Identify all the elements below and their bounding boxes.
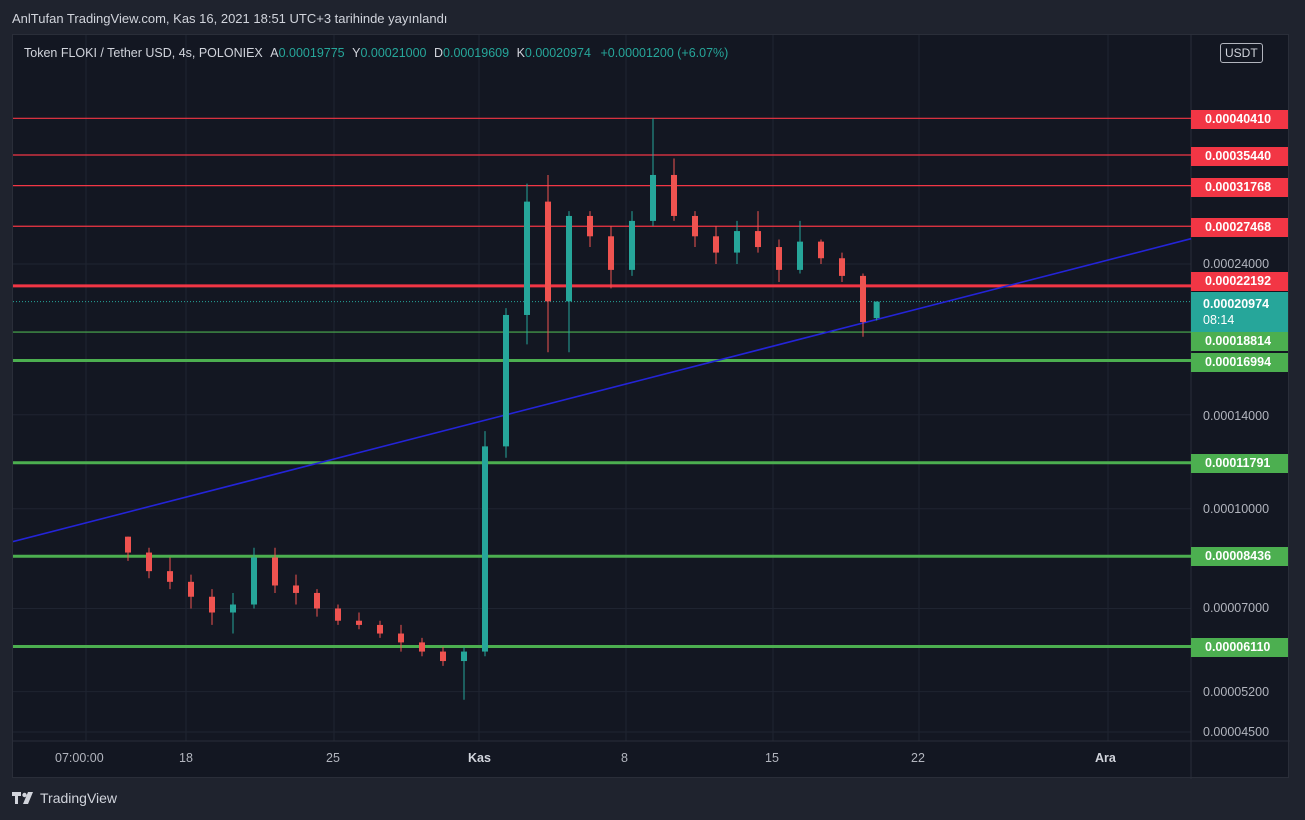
high-value: 0.00021000	[360, 46, 427, 60]
resistance-price-tag: 0.00035440	[1191, 147, 1288, 166]
candle-body	[125, 536, 131, 553]
support-price-tag: 0.00011791	[1191, 454, 1288, 473]
candle-body	[713, 236, 719, 253]
date-tick-label: 18	[179, 751, 193, 765]
candle-body	[587, 215, 593, 237]
support-price-tag: 0.00016994	[1191, 353, 1288, 372]
current-price: 0.00020974	[1203, 297, 1270, 311]
candle-body	[272, 557, 278, 586]
candle-body	[860, 275, 866, 323]
candle-body	[188, 581, 194, 597]
candle-body	[818, 241, 824, 259]
change-value: +0.00001200 (+6.07%)	[600, 46, 729, 60]
candle-body	[209, 596, 215, 613]
low-value: 0.00019609	[443, 46, 510, 60]
candle-body	[167, 571, 173, 582]
symbol-description[interactable]: Token FLOKI / Tether USD, 4s, POLONIEX	[24, 46, 263, 60]
date-tick-label: Ara	[1095, 751, 1116, 765]
support-price-tag: 0.00008436	[1191, 547, 1288, 566]
published-header: AnlTufan TradingView.com, Kas 16, 2021 1…	[12, 11, 448, 26]
date-tick-label: 25	[326, 751, 340, 765]
trendline	[13, 237, 1192, 543]
current-price-tag: 0.00020974 08:14	[1191, 292, 1288, 332]
date-tick-label: 15	[765, 751, 779, 765]
price-chart[interactable]	[13, 35, 1290, 779]
candle-body	[566, 215, 572, 302]
open-value: 0.00019775	[278, 46, 345, 60]
support-price-tag: 0.00018814	[1191, 332, 1288, 351]
candle-body	[776, 247, 782, 270]
resistance-price-tag: 0.00031768	[1191, 178, 1288, 197]
candle-body	[797, 241, 803, 270]
date-tick-label: 22	[911, 751, 925, 765]
date-tick-label: 8	[621, 751, 628, 765]
open-key: A	[270, 46, 279, 60]
close-value: 0.00020974	[524, 46, 591, 60]
candle-body	[482, 446, 488, 652]
candle-body	[671, 174, 677, 216]
date-tick-label: Kas	[468, 751, 491, 765]
candle-body	[503, 314, 509, 447]
resistance-price-tag: 0.00040410	[1191, 110, 1288, 129]
candle-body	[314, 592, 320, 609]
close-key: K	[516, 46, 525, 60]
candle-body	[356, 620, 362, 625]
candle-body	[146, 552, 152, 572]
axis-tick-label: 0.00005200	[1203, 685, 1270, 699]
support-price-tag: 0.00006110	[1191, 638, 1288, 657]
candle-body	[230, 604, 236, 613]
axis-tick-label: 0.00004500	[1203, 725, 1270, 739]
chart-frame[interactable]	[12, 34, 1290, 779]
tradingview-logo-icon	[12, 792, 33, 804]
ohlc-legend: Token FLOKI / Tether USD, 4s, POLONIEX A…	[24, 46, 728, 60]
candle-body	[398, 633, 404, 643]
high-key: Y	[352, 46, 361, 60]
axis-tick-label: 0.00014000	[1203, 409, 1270, 423]
tradingview-logo[interactable]: TradingView	[12, 790, 117, 806]
candle-body	[293, 585, 299, 593]
candle-body	[873, 301, 880, 319]
candle-body	[650, 174, 656, 221]
axis-tick-label: 0.00024000	[1203, 257, 1270, 271]
candle-body	[755, 231, 761, 248]
candle-body	[608, 236, 614, 270]
brand-name: TradingView	[40, 790, 118, 806]
candle-body	[461, 651, 467, 662]
candle-body	[251, 557, 257, 605]
candle-body	[419, 642, 425, 652]
axis-tick-label: 0.00010000	[1203, 502, 1270, 516]
resistance-price-tag: 0.00022192	[1191, 272, 1288, 291]
date-tick-label: 07:00:00	[55, 751, 104, 765]
candle-body	[839, 258, 845, 276]
currency-button[interactable]: USDT	[1220, 43, 1263, 63]
candle-body	[545, 201, 551, 302]
candle-body	[377, 624, 383, 634]
candle-body	[692, 215, 698, 237]
candle-body	[524, 201, 530, 315]
candle-body	[629, 220, 635, 270]
axis-tick-label: 0.00007000	[1203, 601, 1270, 615]
candle-body	[734, 231, 740, 253]
low-key: D	[434, 46, 444, 60]
bar-countdown: 08:14	[1203, 313, 1235, 327]
resistance-price-tag: 0.00027468	[1191, 218, 1288, 237]
candle-body	[335, 608, 341, 621]
candle-body	[440, 651, 446, 662]
